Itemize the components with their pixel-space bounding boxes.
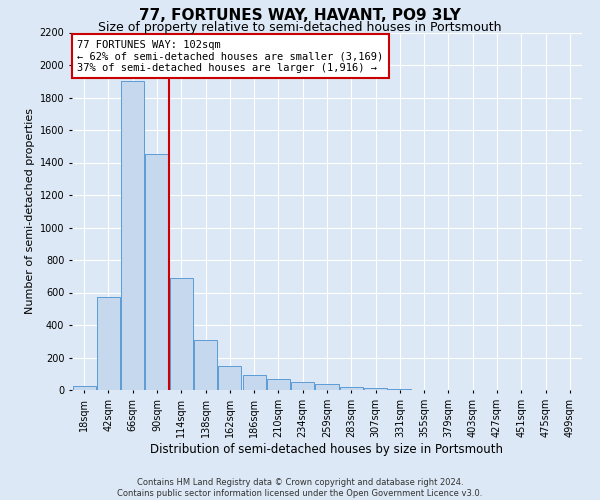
Text: Size of property relative to semi-detached houses in Portsmouth: Size of property relative to semi-detach… [98, 21, 502, 34]
Bar [97, 298, 120, 390]
Bar [267, 378, 290, 390]
Bar [194, 340, 217, 390]
Bar [145, 154, 169, 390]
Bar [218, 366, 241, 390]
Bar [364, 388, 387, 390]
Bar [316, 384, 338, 390]
Bar [242, 374, 266, 390]
Bar [170, 278, 193, 390]
Bar [388, 389, 412, 390]
Bar [340, 387, 363, 390]
Text: 77 FORTUNES WAY: 102sqm
← 62% of semi-detached houses are smaller (3,169)
37% of: 77 FORTUNES WAY: 102sqm ← 62% of semi-de… [77, 40, 383, 73]
Y-axis label: Number of semi-detached properties: Number of semi-detached properties [25, 108, 35, 314]
Text: 77, FORTUNES WAY, HAVANT, PO9 3LY: 77, FORTUNES WAY, HAVANT, PO9 3LY [139, 8, 461, 22]
X-axis label: Distribution of semi-detached houses by size in Portsmouth: Distribution of semi-detached houses by … [151, 442, 503, 456]
Bar [121, 81, 144, 390]
Bar [73, 386, 95, 390]
Bar [291, 382, 314, 390]
Text: Contains HM Land Registry data © Crown copyright and database right 2024.
Contai: Contains HM Land Registry data © Crown c… [118, 478, 482, 498]
